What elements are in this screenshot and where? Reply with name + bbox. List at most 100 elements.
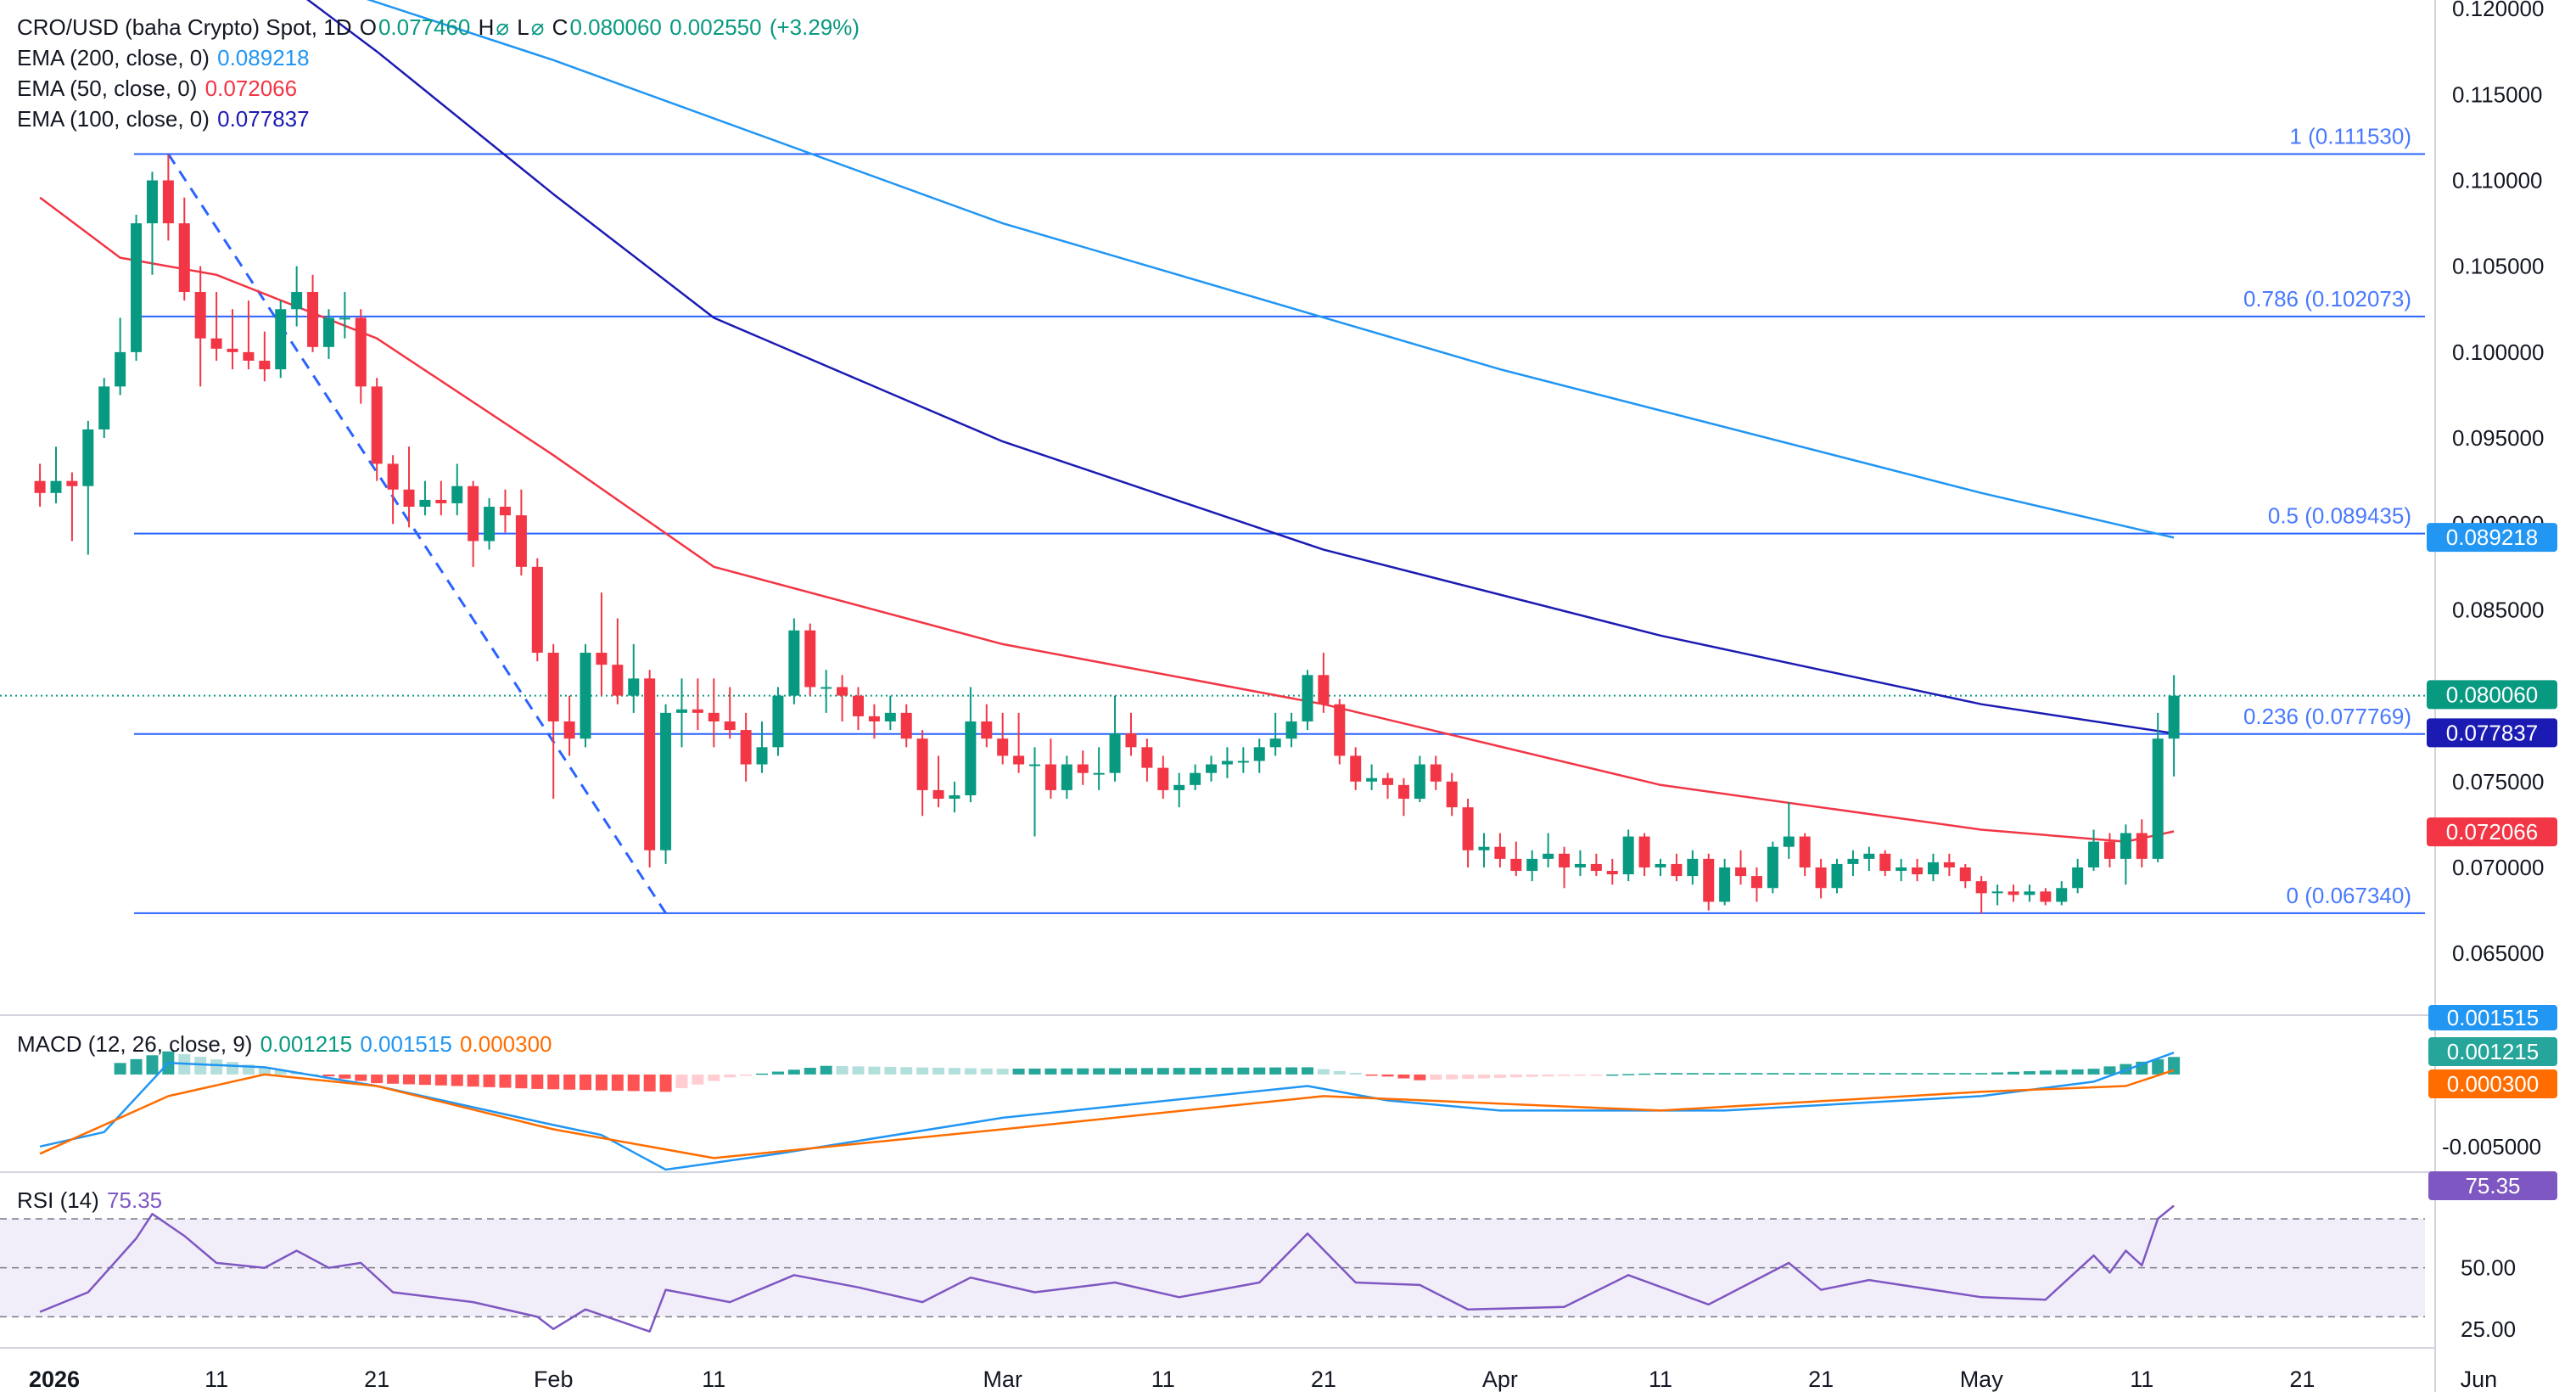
candle[interactable] (1912, 858, 1924, 882)
candle[interactable] (1221, 747, 1233, 778)
candle[interactable] (1815, 858, 1827, 899)
candle[interactable] (1318, 653, 1330, 713)
rsi-legend[interactable]: RSI (14) 75.35 (17, 1185, 164, 1215)
candle[interactable] (66, 472, 78, 542)
candle[interactable] (1831, 858, 1843, 894)
candle[interactable] (1847, 850, 1859, 877)
candle[interactable] (1157, 755, 1169, 800)
candle[interactable] (484, 497, 496, 550)
candle[interactable] (1606, 858, 1618, 885)
candle[interactable] (820, 670, 832, 713)
candle[interactable] (387, 455, 399, 525)
fib-trend-line[interactable] (167, 153, 667, 914)
candle[interactable] (275, 300, 287, 379)
candle[interactable] (900, 704, 912, 748)
candle[interactable] (1494, 833, 1506, 867)
candle[interactable] (34, 463, 46, 507)
candle[interactable] (2136, 819, 2148, 867)
candle[interactable] (1285, 712, 1297, 748)
rsi-pane[interactable] (0, 1204, 2425, 1333)
candle[interactable] (451, 463, 463, 516)
candle[interactable] (1366, 764, 1378, 790)
candle[interactable] (675, 678, 687, 748)
candle[interactable] (1943, 853, 1955, 877)
candle[interactable] (1991, 884, 2003, 906)
candle[interactable] (1093, 747, 1105, 790)
candle[interactable] (916, 730, 928, 817)
candle[interactable] (403, 446, 415, 528)
candle[interactable] (1077, 750, 1089, 785)
candle[interactable] (708, 678, 720, 748)
candle[interactable] (997, 712, 1009, 765)
candle[interactable] (612, 618, 624, 704)
candle[interactable] (884, 695, 896, 731)
candle[interactable] (1896, 858, 1907, 882)
candle[interactable] (1125, 712, 1137, 756)
candle[interactable] (1029, 747, 1041, 837)
candle[interactable] (1446, 772, 1458, 817)
candle[interactable] (580, 643, 591, 748)
candle[interactable] (435, 480, 447, 516)
candle[interactable] (2008, 884, 2019, 902)
candle[interactable] (1671, 853, 1683, 882)
ema100-legend[interactable]: EMA (100, close, 0) 0.077837 (17, 104, 861, 134)
candle[interactable] (227, 309, 238, 370)
candle[interactable] (1703, 853, 1715, 911)
candle[interactable] (98, 378, 110, 439)
candle[interactable] (1879, 850, 1891, 877)
candle[interactable] (194, 266, 206, 387)
candle[interactable] (1414, 755, 1425, 803)
candle[interactable] (981, 704, 993, 748)
candle[interactable] (2103, 833, 2115, 867)
candle[interactable] (50, 446, 62, 503)
candle[interactable] (965, 687, 977, 803)
candle[interactable] (131, 214, 143, 361)
candle[interactable] (322, 309, 334, 359)
candle[interactable] (1927, 853, 1939, 882)
candle[interactable] (1687, 850, 1699, 885)
candle[interactable] (1350, 747, 1362, 790)
candle[interactable] (2072, 858, 2084, 894)
candle[interactable] (1269, 712, 1281, 756)
fibonacci-retracement[interactable]: 1 (0.111530) 0.786 (0.102073) 0.5 (0.08943… (0, 124, 2425, 914)
candle[interactable] (2088, 829, 2100, 872)
candle[interactable] (2056, 881, 2068, 906)
candle[interactable] (2152, 712, 2164, 862)
candle[interactable] (1959, 863, 1971, 889)
candle[interactable] (660, 704, 672, 864)
candle[interactable] (1638, 833, 1650, 877)
candle[interactable] (1863, 846, 1875, 872)
candle[interactable] (772, 687, 784, 756)
candle[interactable] (531, 558, 543, 662)
candle[interactable] (419, 480, 431, 516)
candle[interactable] (563, 695, 575, 756)
candle[interactable] (1719, 858, 1731, 906)
candle[interactable] (355, 309, 367, 404)
candle[interactable] (1543, 833, 1554, 867)
candle[interactable] (756, 721, 768, 773)
candle[interactable] (1735, 850, 1747, 885)
candle[interactable] (837, 675, 848, 721)
candle[interactable] (1975, 876, 1987, 914)
candle[interactable] (1013, 712, 1025, 773)
candle[interactable] (468, 480, 479, 567)
candle[interactable] (1462, 799, 1474, 867)
ema200-legend[interactable]: EMA (200, close, 0) 0.089218 (17, 42, 861, 73)
candle[interactable] (644, 670, 656, 867)
macd-legend[interactable]: MACD (12, 26, close, 9) 0.001215 0.00151… (17, 1029, 554, 1059)
candle[interactable] (1526, 850, 1538, 882)
candle[interactable] (115, 317, 126, 396)
candle[interactable] (949, 781, 960, 813)
candle[interactable] (1334, 699, 1346, 765)
candle[interactable] (2168, 675, 2180, 777)
candle[interactable] (1237, 747, 1249, 773)
candle[interactable] (1430, 755, 1442, 790)
candle[interactable] (178, 197, 190, 301)
candle[interactable] (339, 292, 350, 339)
candle[interactable] (146, 171, 158, 275)
candle[interactable] (1044, 738, 1056, 800)
candle[interactable] (868, 704, 880, 739)
candle[interactable] (515, 489, 527, 575)
candle[interactable] (1397, 777, 1409, 817)
